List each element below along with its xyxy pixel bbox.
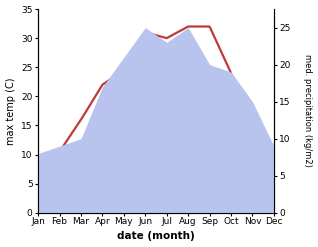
Y-axis label: med. precipitation (kg/m2): med. precipitation (kg/m2) (303, 54, 313, 167)
Y-axis label: max temp (C): max temp (C) (5, 77, 16, 145)
X-axis label: date (month): date (month) (117, 231, 195, 242)
